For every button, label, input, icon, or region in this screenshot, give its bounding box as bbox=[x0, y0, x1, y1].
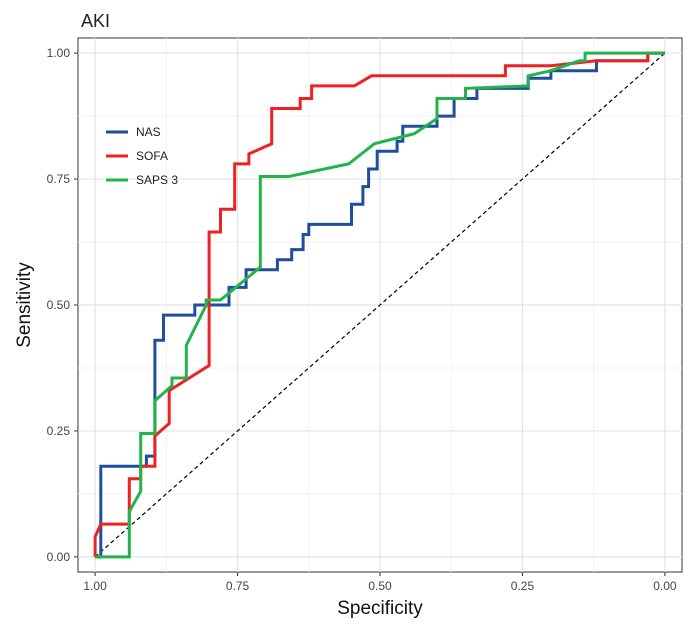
legend-label: SOFA bbox=[136, 149, 168, 163]
series-layer bbox=[93, 51, 665, 559]
legend-label: NAS bbox=[136, 125, 161, 139]
x-axis-label: Specificity bbox=[337, 598, 423, 619]
y-tick-label: 0.00 bbox=[47, 550, 71, 564]
y-tick-label: 1.00 bbox=[47, 46, 71, 60]
series-line-saps-3 bbox=[95, 51, 665, 559]
reference-diagonal-line bbox=[94, 52, 666, 558]
y-tick-label: 0.75 bbox=[47, 172, 71, 186]
reference-layer bbox=[94, 52, 666, 558]
x-tick-label: 1.00 bbox=[83, 579, 107, 593]
y-tick-label: 0.25 bbox=[47, 424, 71, 438]
series-line-nas bbox=[95, 51, 665, 559]
y-tick-label: 0.50 bbox=[47, 298, 71, 312]
axis-layer: 1.00 0.75 0.50 0.25 0.00 0.00 0.25 0.50 0.75 1.00 bbox=[47, 46, 677, 593]
y-axis-label: Sensitivity bbox=[14, 262, 35, 348]
x-tick-label: 0.75 bbox=[226, 579, 250, 593]
legend-label: SAPS 3 bbox=[136, 173, 178, 187]
grid-layer bbox=[78, 38, 682, 572]
x-tick-label: 0.25 bbox=[511, 579, 535, 593]
x-tick-label: 0.50 bbox=[368, 579, 392, 593]
legend: NAS SOFA SAPS 3 bbox=[106, 125, 178, 187]
chart-title: AKI bbox=[81, 11, 110, 31]
x-tick-label: 0.00 bbox=[653, 579, 677, 593]
